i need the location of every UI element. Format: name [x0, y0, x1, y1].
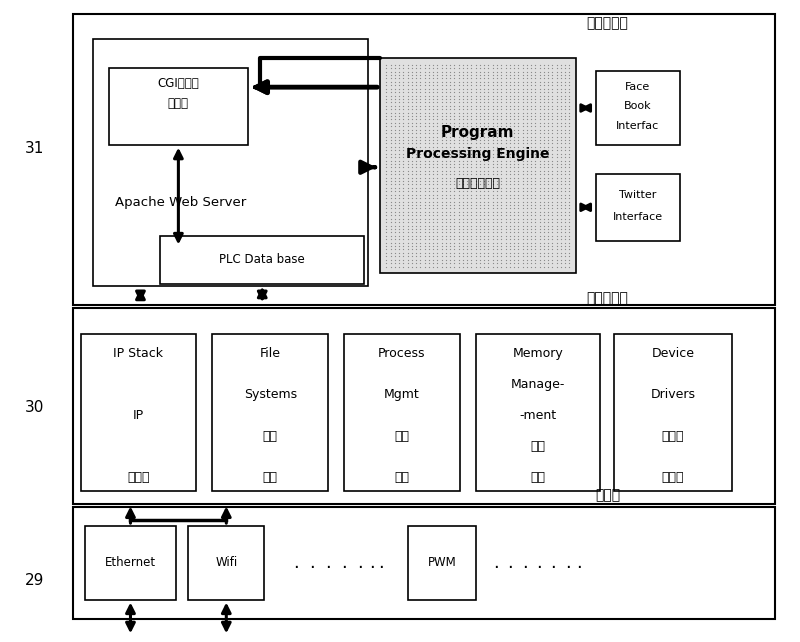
Text: Memory: Memory [512, 347, 563, 360]
Text: .: . [342, 554, 347, 572]
Text: .: . [294, 554, 299, 572]
Text: 管理: 管理 [394, 471, 410, 485]
Text: .: . [326, 554, 331, 572]
Bar [188, 526, 264, 600]
Text: Book: Book [624, 101, 651, 112]
Bar [614, 334, 732, 490]
Bar [212, 334, 328, 490]
Text: 过程: 过程 [394, 429, 410, 443]
Bar [73, 308, 775, 503]
Text: 硬件驱: 硬件驱 [662, 429, 684, 443]
Text: 关接口: 关接口 [168, 97, 189, 110]
Text: .: . [565, 554, 570, 572]
Text: .: . [576, 554, 582, 572]
Bar [344, 334, 460, 490]
Text: IP: IP [133, 409, 144, 422]
Text: PWM: PWM [427, 557, 456, 569]
Text: 操作系统层: 操作系统层 [586, 291, 629, 306]
Text: Mgmt: Mgmt [384, 388, 420, 401]
Text: -ment: -ment [519, 409, 556, 422]
Text: .: . [493, 554, 498, 572]
Text: Apache Web Server: Apache Web Server [114, 196, 246, 209]
Text: Twitter: Twitter [619, 190, 656, 200]
Bar [408, 526, 476, 600]
Text: 29: 29 [25, 573, 44, 588]
Text: .: . [536, 554, 542, 572]
Text: Wifi: Wifi [215, 557, 238, 569]
Text: 应用程序层: 应用程序层 [586, 16, 629, 30]
Text: 文件: 文件 [262, 429, 278, 443]
Text: 动程序: 动程序 [662, 471, 684, 485]
Text: CGI公有网: CGI公有网 [158, 78, 199, 91]
Text: .: . [550, 554, 556, 572]
Bar [476, 334, 600, 490]
Text: Drivers: Drivers [650, 388, 696, 401]
Text: File: File [260, 347, 281, 360]
Text: Systems: Systems [244, 388, 297, 401]
Text: 计算引擎程序: 计算引擎程序 [455, 177, 500, 190]
Text: .: . [310, 554, 315, 572]
Text: 协议栈: 协议栈 [127, 471, 150, 485]
Text: Interfac: Interfac [616, 121, 659, 130]
Bar [596, 173, 679, 241]
Text: Process: Process [378, 347, 426, 360]
Text: Ethernet: Ethernet [105, 557, 156, 569]
Text: .: . [522, 554, 527, 572]
Text: 内存: 内存 [530, 440, 546, 453]
Text: 管理: 管理 [530, 471, 546, 485]
Text: Face: Face [625, 82, 650, 92]
Text: Manage-: Manage- [510, 377, 565, 391]
Bar [161, 236, 364, 284]
Bar [73, 13, 775, 305]
Text: .: . [378, 554, 384, 572]
Text: .: . [369, 554, 375, 572]
Bar [93, 39, 368, 286]
Text: PLC Data base: PLC Data base [219, 253, 305, 266]
Bar [81, 334, 196, 490]
Text: Device: Device [652, 347, 694, 360]
Text: 30: 30 [25, 400, 44, 415]
Text: .: . [507, 554, 513, 572]
Bar [73, 507, 775, 619]
Text: Program: Program [441, 125, 514, 139]
Bar [596, 71, 679, 145]
Text: .: . [357, 554, 363, 572]
Text: Processing Engine: Processing Engine [406, 148, 550, 161]
Bar [109, 68, 248, 145]
Text: IP Stack: IP Stack [114, 347, 163, 360]
Text: Interface: Interface [613, 213, 662, 222]
Text: 硬件层: 硬件层 [595, 489, 620, 502]
Text: 系统: 系统 [262, 471, 278, 485]
Text: 31: 31 [25, 141, 44, 155]
Bar [85, 526, 176, 600]
Bar [380, 58, 576, 273]
